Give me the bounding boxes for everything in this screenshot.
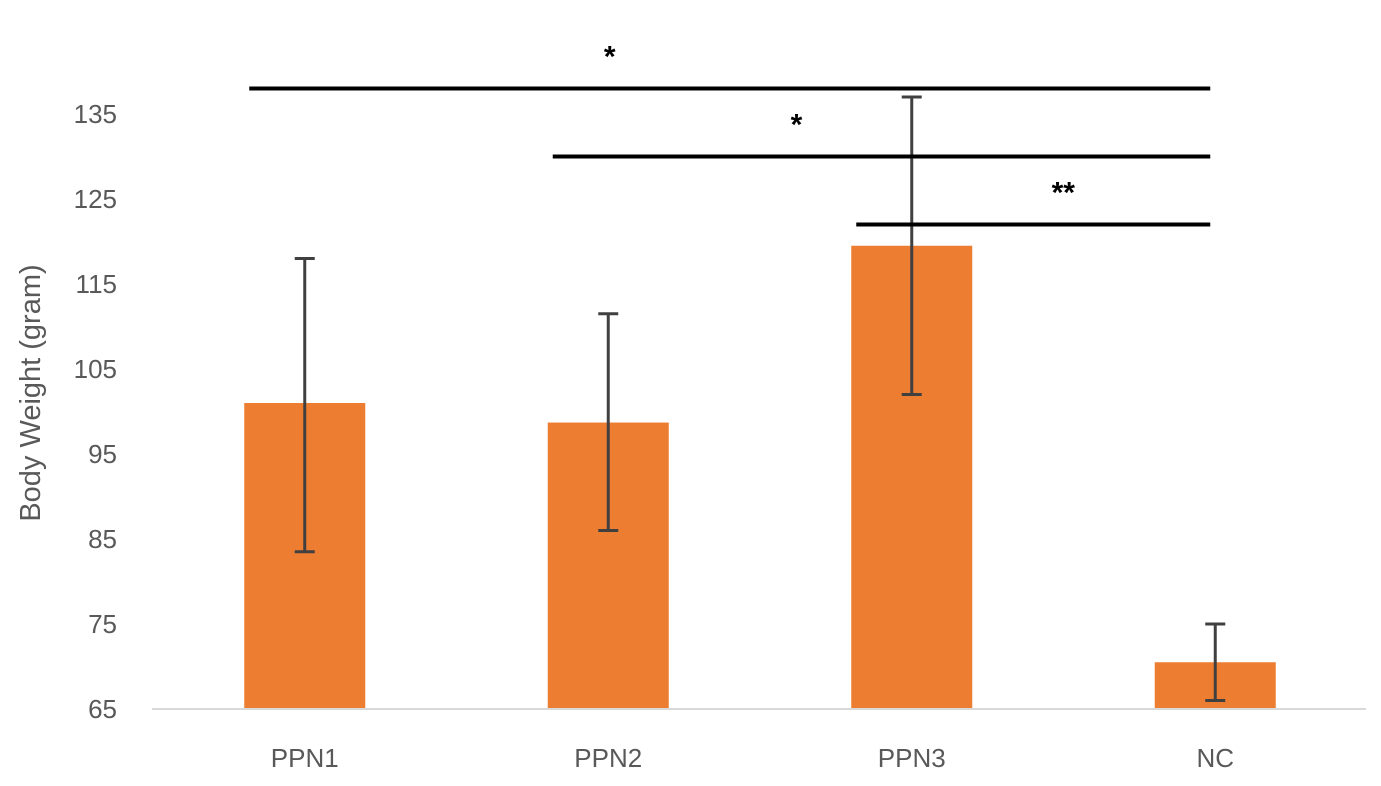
- x-tick-label: PPN2: [574, 743, 642, 773]
- x-tick-label: NC: [1196, 743, 1234, 773]
- x-tick-label: PPN1: [271, 743, 339, 773]
- significance-bracket: *: [552, 109, 1211, 159]
- significance-bracket: *: [249, 41, 1211, 91]
- error-bar-ppn3: [901, 95, 922, 396]
- error-bar-nc: [1205, 622, 1226, 702]
- y-tick-label: 115: [76, 269, 117, 299]
- y-tick-label: 85: [88, 524, 117, 554]
- significance-bracket: **: [856, 177, 1211, 227]
- y-axis-label: Body Weight (gram): [15, 264, 47, 521]
- y-tick-label: 75: [88, 609, 117, 639]
- bars-group: [244, 245, 1276, 709]
- y-tick-label: 95: [88, 439, 117, 469]
- y-tick-label: 125: [74, 184, 117, 214]
- y-tick-label: 105: [74, 354, 117, 384]
- y-tick-labels: 65 75 85 95 105 115 125 135: [74, 99, 117, 724]
- error-bars-group: [294, 95, 1226, 702]
- y-tick-label: 65: [88, 694, 117, 724]
- x-tick-labels: PPN1 PPN2 PPN3 NC: [271, 743, 1234, 773]
- x-tick-label: PPN3: [878, 743, 946, 773]
- y-tick-label: 135: [74, 99, 117, 129]
- significance-label: *: [791, 109, 803, 142]
- significance-label: **: [1052, 177, 1076, 210]
- error-bar-ppn1: [294, 257, 315, 554]
- significance-brackets: ****: [249, 41, 1211, 227]
- error-bar-ppn2: [598, 312, 619, 532]
- significance-label: *: [604, 41, 616, 74]
